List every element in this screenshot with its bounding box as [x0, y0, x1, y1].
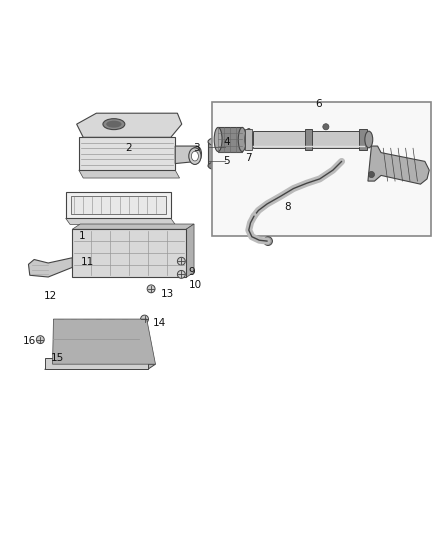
Polygon shape	[175, 146, 197, 164]
Polygon shape	[53, 319, 155, 364]
Text: 11: 11	[81, 257, 94, 267]
Text: 6: 6	[315, 100, 322, 109]
Polygon shape	[109, 319, 114, 359]
Bar	[66, 192, 171, 219]
Text: 7: 7	[245, 153, 252, 163]
Text: 9: 9	[188, 266, 195, 277]
Ellipse shape	[208, 162, 225, 169]
Bar	[45, 359, 148, 369]
Text: 8: 8	[285, 203, 291, 212]
Bar	[71, 197, 166, 214]
Polygon shape	[45, 364, 155, 369]
Text: 14: 14	[153, 318, 166, 328]
Ellipse shape	[365, 131, 373, 148]
Polygon shape	[79, 170, 180, 178]
Polygon shape	[186, 224, 194, 278]
Polygon shape	[96, 319, 102, 359]
Bar	[208, 142, 225, 166]
Polygon shape	[83, 319, 88, 359]
Circle shape	[368, 172, 374, 177]
Ellipse shape	[103, 119, 125, 130]
Text: 15: 15	[50, 353, 64, 364]
Ellipse shape	[193, 146, 201, 161]
Text: 3: 3	[193, 143, 199, 154]
Polygon shape	[58, 319, 63, 359]
Text: 5: 5	[223, 156, 230, 166]
Text: 16: 16	[23, 336, 36, 346]
Bar	[305, 130, 312, 150]
Polygon shape	[72, 224, 194, 229]
Text: 13: 13	[161, 289, 174, 298]
Bar	[218, 127, 242, 151]
Polygon shape	[122, 319, 127, 359]
Text: 2: 2	[125, 143, 131, 154]
Polygon shape	[71, 319, 76, 359]
Polygon shape	[79, 138, 175, 170]
Ellipse shape	[194, 149, 200, 159]
Polygon shape	[77, 113, 182, 138]
Ellipse shape	[214, 127, 222, 151]
Circle shape	[264, 237, 272, 246]
Ellipse shape	[238, 127, 246, 151]
Text: 1: 1	[79, 231, 85, 241]
Ellipse shape	[208, 138, 225, 146]
Polygon shape	[28, 258, 72, 277]
Text: 4: 4	[223, 136, 230, 147]
Bar	[212, 102, 431, 236]
Circle shape	[141, 315, 148, 323]
Ellipse shape	[245, 128, 253, 150]
Bar	[245, 128, 252, 150]
Circle shape	[177, 257, 185, 265]
Circle shape	[177, 270, 185, 278]
Circle shape	[323, 124, 329, 130]
Bar	[72, 229, 186, 278]
Bar	[359, 130, 367, 150]
Polygon shape	[66, 219, 175, 224]
Ellipse shape	[189, 148, 201, 165]
Ellipse shape	[191, 151, 198, 161]
Text: 12: 12	[44, 291, 57, 301]
Bar	[253, 131, 364, 148]
Ellipse shape	[106, 120, 122, 128]
Circle shape	[147, 285, 155, 293]
Circle shape	[36, 336, 44, 344]
Text: 10: 10	[188, 280, 201, 290]
Polygon shape	[368, 146, 429, 184]
